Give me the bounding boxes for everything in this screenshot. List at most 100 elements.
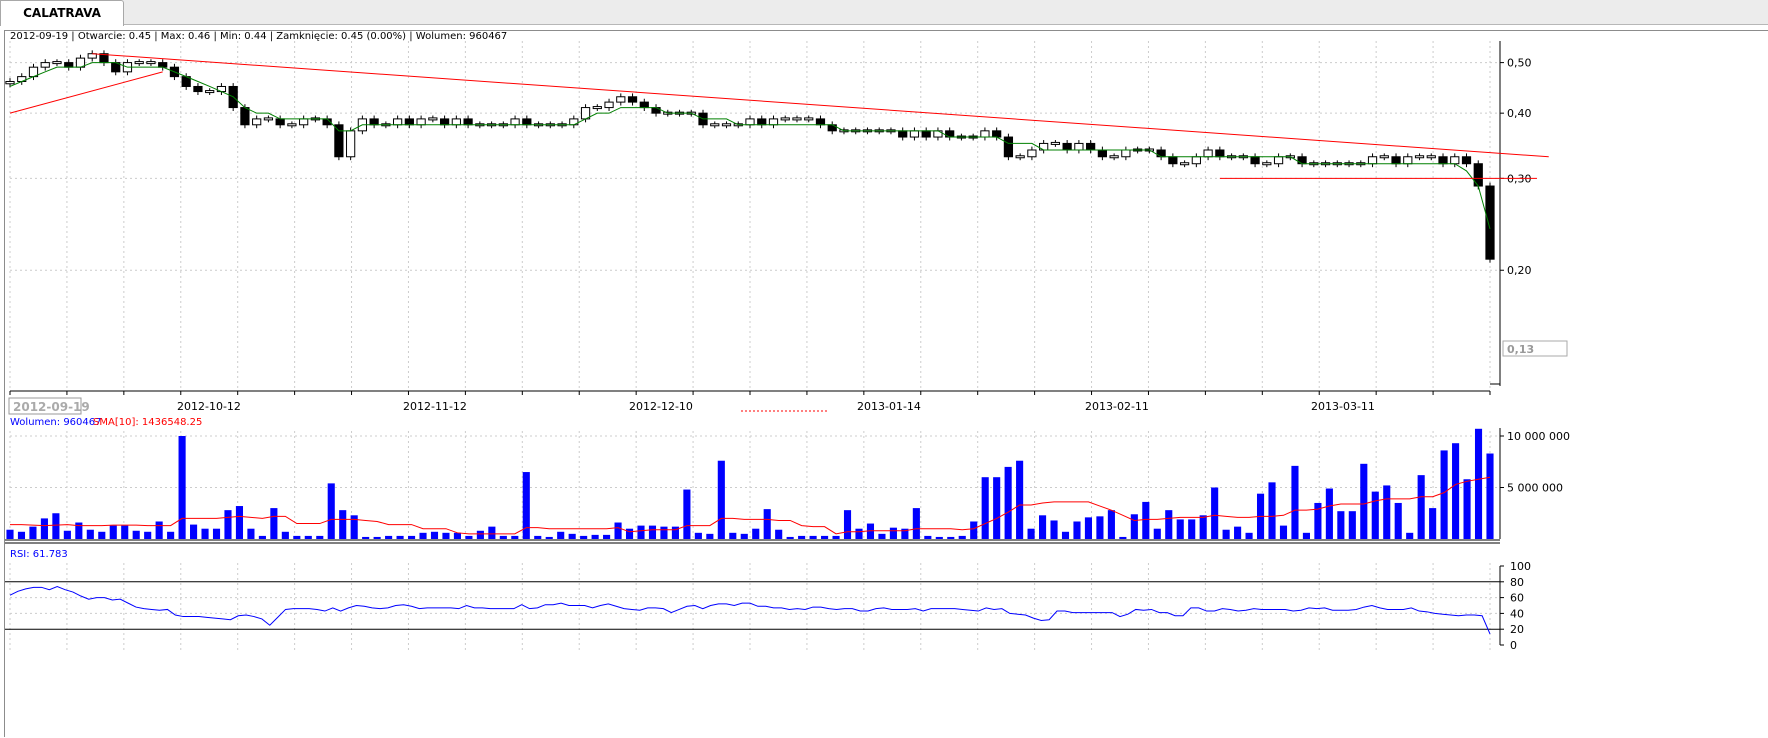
candle	[1403, 156, 1413, 165]
volume-bar	[1245, 532, 1253, 539]
volume-bar	[1486, 453, 1494, 539]
volume-bar	[580, 535, 588, 539]
volume-bar	[453, 532, 461, 539]
volume-bar	[855, 528, 863, 539]
candle	[428, 117, 438, 121]
candle	[158, 62, 168, 68]
rsi-line	[9, 586, 1491, 635]
candle	[909, 130, 920, 138]
candle	[275, 118, 285, 126]
x-tick-label: 2012-11-12	[403, 400, 467, 413]
candle	[827, 124, 837, 132]
volume-bar	[775, 529, 783, 539]
candle	[921, 130, 931, 138]
candle	[287, 123, 297, 127]
candle	[745, 118, 755, 126]
candle	[1450, 156, 1460, 165]
volume-bar	[511, 535, 519, 539]
volume-sma-legend: SMA[10]: 1436548.25	[93, 417, 202, 428]
candle	[815, 118, 826, 126]
volume-tick-label: 10 000 000	[1507, 430, 1570, 443]
price-tick-label: 0,50	[1507, 57, 1532, 70]
volume-bar	[717, 460, 725, 539]
candle	[369, 118, 379, 126]
volume-bar	[212, 528, 221, 539]
trendline[interactable]	[9, 71, 163, 114]
rsi-tick-label: 80	[1510, 576, 1524, 589]
volume-bar	[1371, 491, 1379, 539]
candle	[1027, 149, 1037, 158]
volume-bar	[1153, 528, 1161, 539]
volume-bar	[1142, 501, 1150, 539]
volume-bar	[1199, 515, 1207, 539]
candle	[721, 123, 732, 127]
candle	[1109, 155, 1119, 159]
candle	[604, 101, 614, 109]
candle	[1391, 156, 1401, 165]
volume-bar	[1016, 460, 1024, 539]
candle	[1485, 185, 1495, 260]
volume-bar	[407, 535, 416, 539]
tab-calatrava[interactable]: CALATRAVA	[0, 0, 124, 26]
volume-bar	[98, 531, 106, 539]
candle	[945, 130, 955, 138]
volume-bar	[534, 535, 542, 539]
volume-bar	[167, 531, 175, 539]
volume-bar	[1302, 532, 1310, 539]
volume-bar	[522, 472, 530, 539]
date-badge: 2012-09-19	[13, 400, 90, 414]
volume-bar	[442, 532, 450, 539]
volume-bar	[981, 477, 989, 539]
candle	[1179, 162, 1190, 166]
volume-bar	[1383, 485, 1391, 539]
volume-bar	[1325, 488, 1333, 539]
candle	[780, 117, 790, 121]
volume-bar	[350, 515, 358, 539]
volume-bar	[729, 532, 737, 539]
candle	[334, 124, 344, 158]
candle	[639, 101, 649, 109]
volume-bar	[293, 535, 301, 539]
chart-area[interactable]: 0,50 0,40 0,30 0,20 0,13 2012-09-19 | Otwarci…	[4, 30, 1768, 737]
volume-bar	[924, 535, 932, 539]
candle	[263, 117, 274, 121]
volume-bar	[144, 531, 152, 539]
candle	[1414, 155, 1425, 159]
volume-bar	[1176, 519, 1184, 539]
volume-bar	[109, 525, 117, 539]
volume-bar	[947, 536, 955, 539]
volume-bar	[1337, 511, 1345, 539]
volume-bar	[247, 528, 255, 539]
volume-bar	[316, 535, 324, 539]
rsi-tick-label: 0	[1510, 639, 1517, 652]
candle	[1215, 149, 1225, 158]
volume-bar	[1119, 536, 1127, 539]
candle	[1262, 162, 1272, 166]
volume-bar	[866, 523, 875, 539]
volume-bar	[281, 531, 289, 539]
candle	[1168, 156, 1178, 165]
candle	[992, 130, 1002, 138]
volume-bar	[1279, 525, 1288, 539]
candle	[1203, 149, 1213, 158]
volume-bar	[430, 531, 439, 539]
candle	[40, 62, 50, 68]
volume-bar	[132, 530, 140, 539]
volume-bar	[201, 528, 209, 539]
candle	[768, 118, 779, 126]
volume-bar	[1222, 529, 1230, 539]
volume-bar	[258, 535, 266, 539]
volume-bar	[1027, 528, 1035, 539]
candle	[64, 62, 74, 68]
candle	[522, 118, 532, 126]
volume-bar	[843, 510, 852, 539]
trendline[interactable]	[92, 53, 1549, 158]
candle	[393, 118, 403, 126]
candle	[627, 96, 638, 103]
volume-bar	[6, 529, 14, 539]
candle	[146, 61, 156, 65]
volume-bar	[190, 524, 198, 539]
x-tick-label: 2012-12-10	[629, 400, 693, 413]
volume-bar	[86, 529, 94, 539]
